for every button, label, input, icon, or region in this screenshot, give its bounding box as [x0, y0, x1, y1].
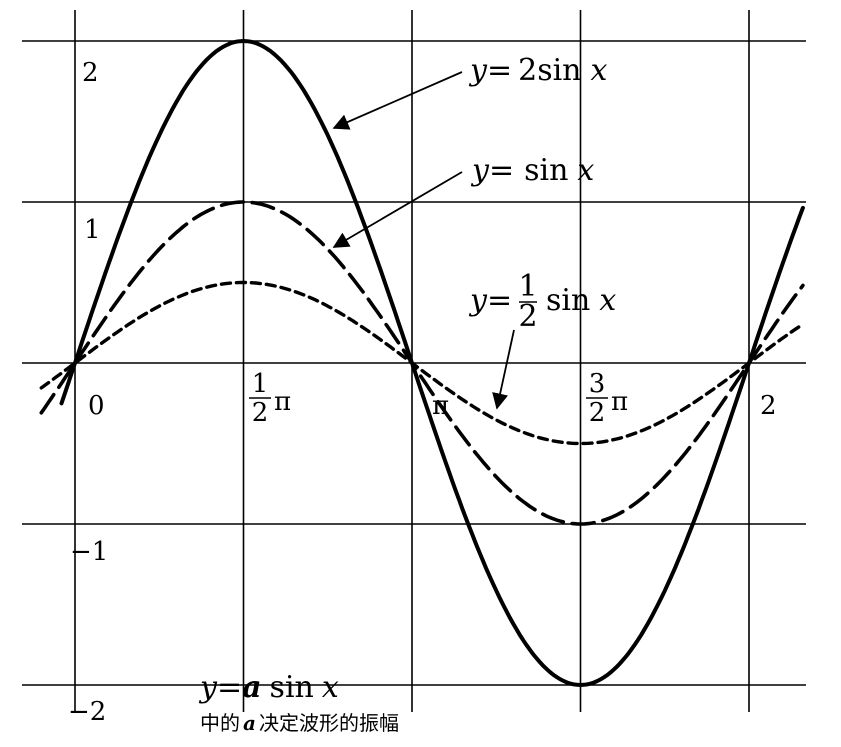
x-tick-suffix: π — [611, 387, 628, 417]
annotations: y= 2sin xy= sin xy= 12 sin x — [332, 53, 616, 410]
series-label-coef: 2 — [518, 53, 537, 88]
y-tick-label: −1 — [70, 537, 108, 567]
curves — [39, 38, 805, 688]
series-curve-1 — [39, 200, 805, 526]
series-label-0: y= 2sin x — [468, 53, 608, 88]
series-curve-0 — [59, 38, 805, 688]
y-tick-label: −2 — [68, 697, 106, 727]
series-label-sin: sin — [537, 53, 581, 88]
x-tick-den: 2 — [252, 398, 269, 428]
series-label-var: x — [577, 153, 594, 188]
caption: y=a sin x 中的 a 决定波形的振幅 — [198, 670, 399, 735]
caption-formula: y=a sin x — [198, 670, 339, 705]
x-tick-label: 32 π — [586, 369, 628, 428]
series-curve-2 — [39, 280, 805, 446]
caption-text: 中的 a 决定波形的振幅 — [200, 711, 399, 735]
grid — [22, 10, 806, 712]
series-label-sin: sin — [546, 283, 590, 318]
series-label-2: y= — [468, 283, 512, 318]
caption-formula-suffix: sin — [270, 670, 314, 705]
x-tick-label: 12 π — [249, 369, 291, 428]
series-label-prefix: y= — [468, 53, 512, 88]
caption-text-end: 决定波形的振幅 — [259, 711, 399, 735]
caption-text-var: a — [243, 711, 256, 735]
series-label-prefix: y= — [470, 153, 514, 188]
series-label-rest: sin x — [546, 283, 616, 318]
series-label-frac-num: 1 — [518, 269, 537, 304]
series-arrow-1 — [332, 171, 463, 248]
x-tick-suffix: π — [274, 387, 291, 417]
series-label-prefix: y= — [468, 283, 512, 318]
caption-formula-prefix: y= — [198, 670, 242, 705]
series-label-var: x — [591, 53, 608, 88]
x-tick-label: 0 — [88, 391, 105, 421]
caption-formula-x: x — [322, 670, 339, 705]
series-label-sin: sin — [524, 153, 568, 188]
series-label-1: y= sin x — [470, 153, 594, 188]
series-arrow-0 — [332, 71, 463, 130]
y-tick-label: 2 — [82, 58, 99, 88]
caption-formula-var: a — [242, 670, 261, 705]
series-label-frac-den: 2 — [518, 299, 537, 334]
series-label-var: x — [599, 283, 616, 318]
x-tick-label: 2 — [760, 391, 777, 421]
x-tick-num: 3 — [589, 369, 606, 399]
series-arrow-2 — [492, 329, 515, 410]
x-tick-num: 1 — [252, 369, 269, 399]
y-tick-label: 1 — [84, 215, 101, 245]
tick-labels: 012 π π32 π 221−1−2 — [68, 58, 777, 727]
caption-text-start: 中的 — [200, 711, 240, 735]
x-tick-den: 2 — [589, 398, 606, 428]
